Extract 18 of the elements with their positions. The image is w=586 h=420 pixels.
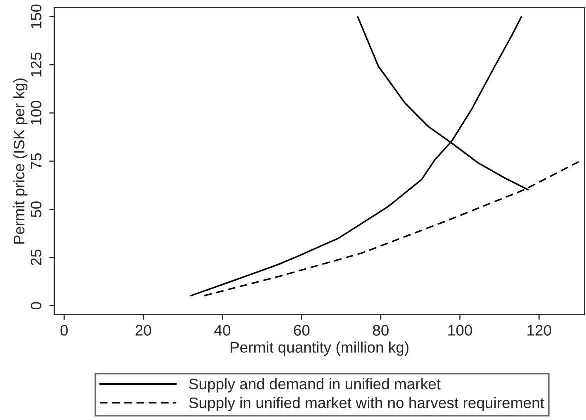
y-tick-label: 75: [31, 154, 42, 170]
x-tick-label: 100: [448, 325, 472, 336]
y-tick-label: 125: [30, 52, 42, 77]
y-tick-label: 50: [30, 202, 42, 218]
y-tick-label: 150: [30, 4, 42, 28]
legend-label: Supply in unified market with no harvest requirement: [189, 397, 544, 412]
x-axis-title: Permit quantity (million kg): [230, 342, 409, 356]
x-tick-label: 120: [528, 325, 552, 336]
y-axis-title: Permit price (ISK per kg): [14, 78, 28, 244]
x-tick-label: 40: [214, 325, 231, 336]
y-tick-label: 0: [30, 302, 42, 310]
x-tick-label: 0: [60, 325, 68, 336]
legend-label: Supply and demand in unified market: [189, 378, 441, 393]
y-tick-label: 25: [30, 250, 42, 266]
x-tick-label: 60: [294, 325, 310, 336]
x-tick-label: 80: [373, 325, 389, 336]
y-tick-label: 100: [30, 101, 42, 125]
x-tick-label: 20: [136, 325, 152, 336]
